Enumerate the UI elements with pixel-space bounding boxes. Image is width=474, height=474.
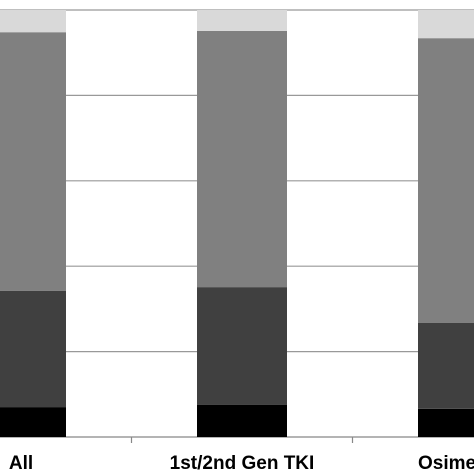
bar-segment: [0, 407, 66, 437]
bar-segment: [418, 38, 474, 323]
x-tick-label: 1st/2nd Gen TKI: [170, 453, 315, 474]
bar-segment: [197, 30, 287, 288]
bar-segment: [0, 10, 66, 33]
x-tick-label: All: [9, 453, 33, 474]
x-tick-label: Osimer: [418, 453, 474, 474]
bar-segment: [0, 32, 66, 291]
bar-segment: [418, 408, 474, 437]
bar-segment: [0, 290, 66, 408]
bar-segment: [418, 322, 474, 409]
bar-segment: [197, 10, 287, 31]
bar-segment: [197, 404, 287, 437]
bar-segment: [418, 10, 474, 39]
bar-segment: [197, 287, 287, 405]
